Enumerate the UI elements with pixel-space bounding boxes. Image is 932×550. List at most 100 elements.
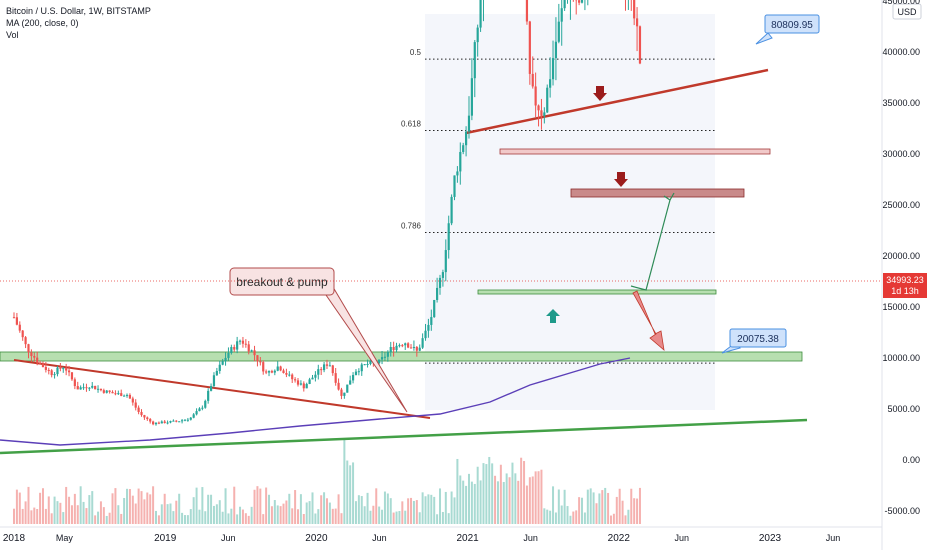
volume-bar (302, 513, 305, 524)
price-label-top[interactable]: 80809.95 (755, 14, 820, 45)
volume-bar (552, 486, 555, 524)
volume-bar (134, 503, 137, 524)
ascending-resistance-line[interactable] (465, 68, 769, 135)
bearish-projection-arrow[interactable] (632, 290, 665, 352)
time-tick: 2021 (456, 533, 479, 544)
volume-bar (207, 494, 210, 524)
volume-bar (140, 491, 143, 524)
volume-bar (59, 502, 62, 524)
volume-bar (160, 504, 163, 524)
buy-arrow (546, 309, 560, 323)
ma-indicator-label[interactable]: MA (200, close, 0) (6, 18, 79, 28)
time-tick: May (56, 533, 74, 543)
volume-bar (230, 508, 233, 524)
volume-bar (482, 463, 485, 524)
callout-breakout[interactable]: breakout & pump (229, 267, 408, 413)
last-price-label: 34993.23 1d 13h (883, 273, 927, 298)
volume-bar (47, 496, 50, 524)
volume-bar (531, 476, 534, 524)
descending-trendline[interactable] (13, 359, 431, 419)
support-zone-20000[interactable] (0, 351, 803, 362)
volume-bar (256, 486, 259, 524)
volume-bar (346, 460, 349, 524)
candle-body (346, 384, 349, 393)
candle-body (563, 0, 566, 9)
candle-body (537, 105, 540, 111)
volume-bar (41, 488, 44, 524)
volume-bar (294, 490, 297, 524)
price-tick: 25000.00 (882, 200, 920, 210)
volume-bar (155, 510, 158, 524)
volume-bar (604, 487, 607, 524)
price-axis[interactable]: USD 85000.0080000.0075000.0070000.006500… (879, 0, 927, 550)
volume-bar (415, 500, 418, 524)
price-label-bottom[interactable]: 20075.38 (721, 328, 787, 354)
price-tick: 45000.00 (882, 0, 920, 6)
volume-bar (557, 489, 560, 524)
volume-bar (549, 510, 552, 524)
candle-body (267, 371, 271, 373)
volume-bar (99, 501, 102, 524)
support-zone-618[interactable] (477, 289, 717, 295)
candle-body (195, 411, 198, 415)
trendlines[interactable] (0, 68, 808, 455)
candle-body (67, 370, 71, 373)
volume-bar (128, 489, 131, 524)
support-trendline[interactable] (0, 418, 808, 455)
candle-body (114, 393, 117, 395)
candle-body (424, 330, 427, 339)
candle-body (551, 58, 555, 80)
volume-bar (340, 513, 343, 524)
candle-body (325, 364, 329, 366)
volume-bar (508, 477, 511, 524)
candle-body (441, 272, 445, 278)
bullish-projection-arrow[interactable] (630, 199, 671, 291)
candle-body (470, 78, 473, 116)
volume-bar (236, 514, 239, 524)
volume-bar (323, 492, 326, 524)
candle-body (166, 422, 169, 424)
time-axis[interactable]: 2018 May 2019 Jun 2020 Jun 2021 Jun 2022 Jun 2023 J… (0, 526, 882, 544)
volume-bar (609, 515, 612, 524)
volume-bar (404, 510, 407, 524)
volume-bar (479, 480, 482, 524)
time-tick: Jun (221, 533, 236, 543)
time-tick: Jun (372, 533, 387, 543)
volume-bar (407, 498, 410, 524)
candle-body (33, 356, 36, 358)
symbol-title[interactable]: Bitcoin / U.S. Dollar, 1W, BITSTAMP (6, 6, 151, 16)
candle-body (73, 379, 76, 387)
volume-bar (578, 497, 581, 524)
candle-body (476, 27, 479, 43)
resistance-zone-60000[interactable] (499, 148, 771, 155)
candle-body (30, 352, 33, 357)
volume-bar (192, 497, 195, 524)
resistance-zone-52000[interactable] (570, 188, 745, 198)
volume-bar (525, 485, 528, 524)
volume-bar (320, 495, 323, 524)
candle-body (218, 364, 221, 371)
volume-bar (166, 504, 169, 524)
volume-bar (624, 515, 627, 524)
candle-body (178, 421, 181, 423)
candle-body (438, 277, 442, 288)
volume-bar (528, 477, 531, 524)
candle-body (140, 411, 143, 416)
candle-body (285, 373, 288, 375)
candle-body (531, 73, 534, 87)
candle-body (247, 344, 250, 352)
volume-bar (204, 511, 207, 524)
volume-bar (589, 488, 592, 524)
volume-bar (612, 513, 615, 524)
volume-indicator-label[interactable]: Vol (6, 30, 19, 40)
candle-body (250, 350, 253, 352)
candle-body (105, 390, 108, 393)
volume-bar (534, 471, 537, 524)
volume-bar (53, 496, 56, 524)
candle-body (47, 369, 50, 371)
volume-bar (601, 490, 604, 524)
volume-bar (143, 499, 146, 524)
candle-body (357, 371, 360, 373)
zones[interactable] (0, 148, 803, 362)
